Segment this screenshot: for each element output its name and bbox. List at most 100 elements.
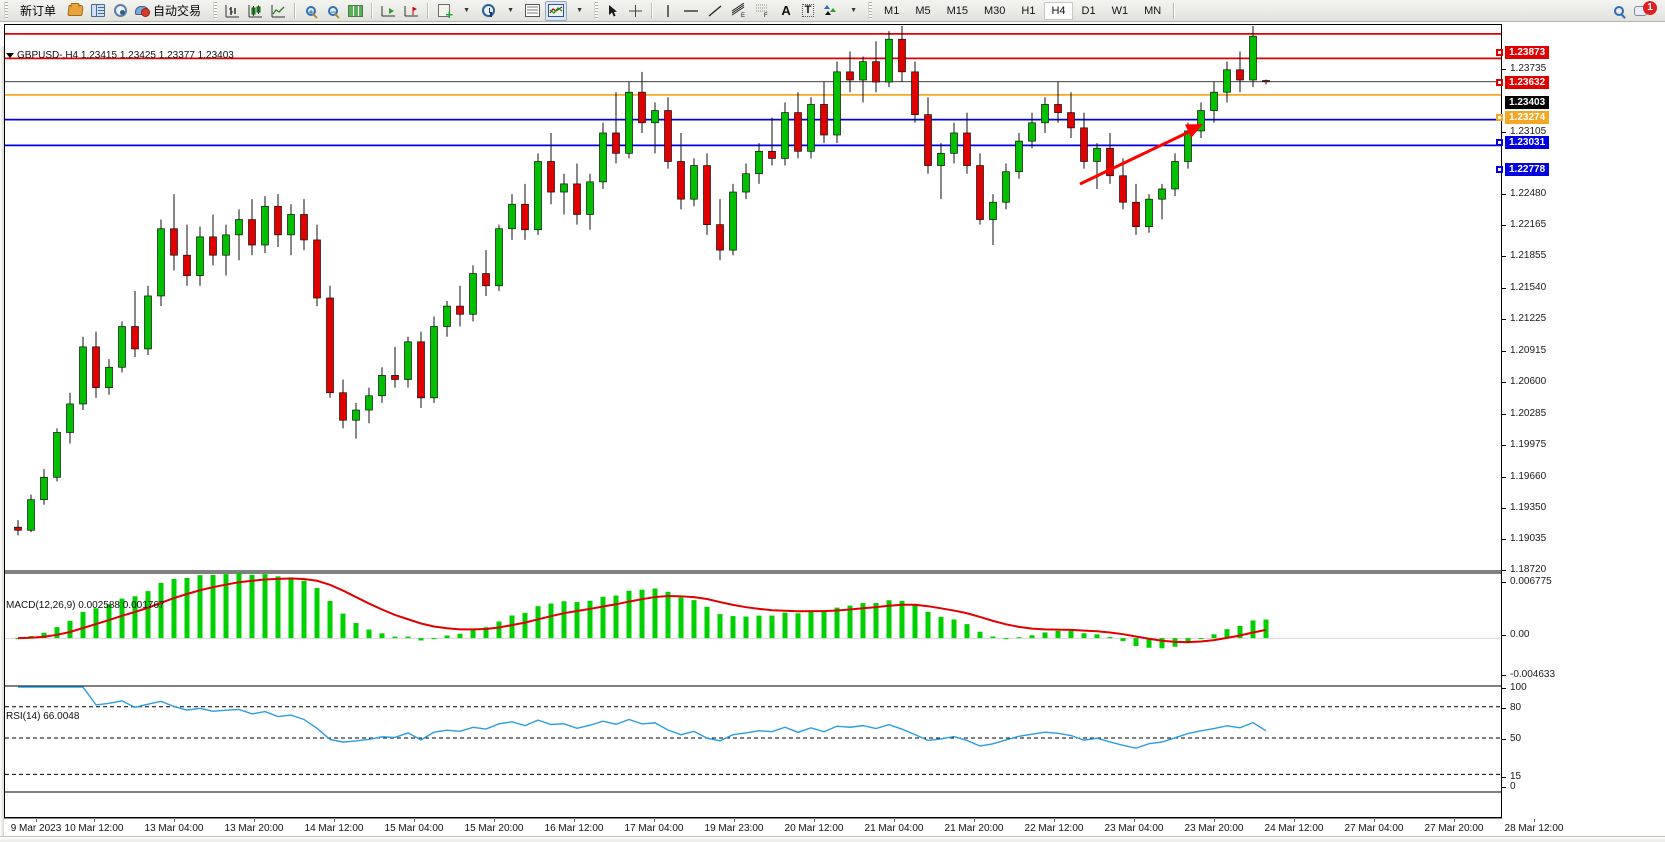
candle-body-bull: [1171, 161, 1179, 190]
fibonacci-icon[interactable]: F: [752, 1, 774, 21]
candle-body-bull: [27, 499, 35, 531]
macd-bar: [860, 603, 866, 639]
macd-bar: [795, 613, 801, 639]
timeframe-mn[interactable]: MN: [1144, 4, 1162, 17]
equidistant-channel-icon[interactable]: E: [728, 1, 750, 21]
folder-icon[interactable]: [65, 1, 86, 21]
timeframe-w1[interactable]: W1: [1111, 4, 1129, 17]
search-icon[interactable]: [1609, 1, 1629, 21]
new-order-button[interactable]: 新订单: [13, 1, 63, 21]
time-tick: [334, 819, 335, 822]
timeframe-h4[interactable]: H4: [1044, 1, 1073, 20]
candle-body-bear: [1236, 69, 1244, 81]
candle-body-bull: [729, 191, 737, 251]
hline-icon[interactable]: [680, 1, 702, 21]
line-chart-icon[interactable]: [268, 1, 289, 21]
crosshair-icon[interactable]: [625, 1, 646, 21]
candle-body-bull: [651, 110, 659, 124]
timeframe-d1[interactable]: D1: [1081, 4, 1096, 17]
market-watch-icon[interactable]: [88, 1, 108, 21]
macd-bar: [1081, 633, 1087, 639]
time-tick: [414, 819, 415, 822]
new-order-label: 新订单: [20, 4, 57, 18]
uptrend-arrow-head[interactable]: [1185, 124, 1203, 138]
time-axis-label: 9 Mar 2023: [10, 823, 62, 834]
price-scale[interactable]: 1.23735 1.23105 1.22480 1.22165 1.21855 1.215…: [1496, 24, 1665, 818]
toolbar-grip[interactable]: [4, 2, 8, 19]
timeframe-h1[interactable]: H1: [1021, 4, 1036, 17]
autotrading-button[interactable]: 自动交易: [132, 1, 208, 21]
signals-icon[interactable]: [110, 1, 130, 21]
macd-signal-line: [17, 577, 1267, 644]
text-label-icon[interactable]: T: [798, 1, 818, 21]
cursor-icon[interactable]: [603, 1, 623, 21]
macd-bar: [717, 614, 723, 639]
chart-window[interactable]: GBPUSD-,H4 1.23415 1.23425 1.23377 1.234…: [0, 22, 1665, 842]
candle-chart-icon[interactable]: [245, 1, 266, 21]
timeframe-m5[interactable]: M5: [915, 4, 931, 17]
price-line-handle[interactable]: [1496, 114, 1503, 121]
price-line-handle[interactable]: [1496, 139, 1503, 146]
macd-bar: [470, 629, 476, 639]
shapes-dropdown-caret[interactable]: ▼: [850, 7, 857, 14]
price-tag-1.23031[interactable]: 1.23031: [1505, 136, 1550, 149]
trendline-icon[interactable]: [704, 1, 726, 21]
chart-menu-caret-icon[interactable]: [6, 53, 14, 58]
price-line-handle[interactable]: [1496, 166, 1503, 173]
auto-scroll-icon[interactable]: [401, 1, 422, 21]
chart-shift-icon[interactable]: [378, 1, 399, 21]
price-tick-label: 1.20285: [1510, 408, 1547, 419]
add-indicator-icon[interactable]: [434, 1, 454, 21]
price-tag-1.23274[interactable]: 1.23274: [1505, 111, 1550, 124]
indicator-dropdown-caret[interactable]: ▼: [463, 7, 470, 14]
candle-body-bear: [456, 305, 464, 315]
period-clock-icon[interactable]: [478, 1, 498, 21]
main-toolbar: 新订单 自动交易 + − ▼: [0, 0, 1665, 22]
symbol-header[interactable]: GBPUSD-,H4 1.23415 1.23425 1.23377 1.234…: [6, 50, 234, 61]
price-tick-label: 1.19350: [1510, 502, 1547, 513]
price-tag-1.23873[interactable]: 1.23873: [1505, 46, 1550, 59]
timeframe-m30[interactable]: M30: [984, 4, 1006, 17]
tile-windows-icon[interactable]: [345, 1, 366, 21]
zoom-in-icon[interactable]: +: [301, 1, 321, 21]
macd-bar: [678, 597, 684, 639]
macd-bar: [522, 612, 528, 639]
shapes-icon[interactable]: [820, 1, 841, 21]
price-tick-mark: [1502, 69, 1506, 70]
price-line-handle[interactable]: [1496, 49, 1503, 56]
time-tick: [1054, 819, 1055, 822]
period-dropdown-caret[interactable]: ▼: [507, 7, 514, 14]
macd-bar: [1107, 637, 1113, 639]
price-tick-mark: [1502, 414, 1506, 415]
macd-bar: [847, 605, 853, 639]
toolbar-grip-4[interactable]: [868, 2, 873, 19]
price-tick-mark: [1502, 477, 1506, 478]
zoom-out-icon[interactable]: −: [323, 1, 343, 21]
vline-icon[interactable]: [658, 1, 678, 21]
price-tag-1.22778[interactable]: 1.22778: [1505, 163, 1550, 176]
time-axis-label: 23 Mar 04:00: [1104, 823, 1164, 834]
candle-body-bull: [625, 91, 633, 154]
notifications-button[interactable]: 1: [1631, 0, 1659, 21]
templates-dropdown-caret[interactable]: ▼: [576, 7, 583, 14]
candle-body-bull: [469, 273, 477, 315]
timeframe-m1[interactable]: M1: [884, 4, 900, 17]
uptrend-arrow-shaft[interactable]: [1079, 128, 1194, 186]
bar-chart-icon[interactable]: [222, 1, 243, 21]
toolbar-grip-3[interactable]: [594, 2, 599, 19]
candle-body-bear: [92, 346, 100, 388]
candle-body-bear: [209, 236, 217, 256]
price-tag-1.23632[interactable]: 1.23632: [1505, 76, 1550, 89]
toolbar-grip-2[interactable]: [213, 2, 218, 19]
macd-bar: [964, 624, 970, 639]
price-tick-label: 1.22165: [1510, 219, 1547, 230]
templates-icon[interactable]: [545, 0, 568, 21]
time-scale[interactable]: 9 Mar 2023 10 Mar 12:00 13 Mar 04:00 13 Mar…: [4, 818, 1563, 840]
text-icon[interactable]: A: [776, 1, 796, 21]
candle-body-bear: [417, 341, 425, 399]
timeframe-m15[interactable]: M15: [946, 4, 968, 17]
objects-list-icon[interactable]: [522, 1, 543, 21]
price-tag-1.23403[interactable]: 1.23403: [1505, 96, 1550, 109]
chart-plot-frame[interactable]: [4, 24, 1502, 818]
price-line-handle[interactable]: [1496, 79, 1503, 86]
